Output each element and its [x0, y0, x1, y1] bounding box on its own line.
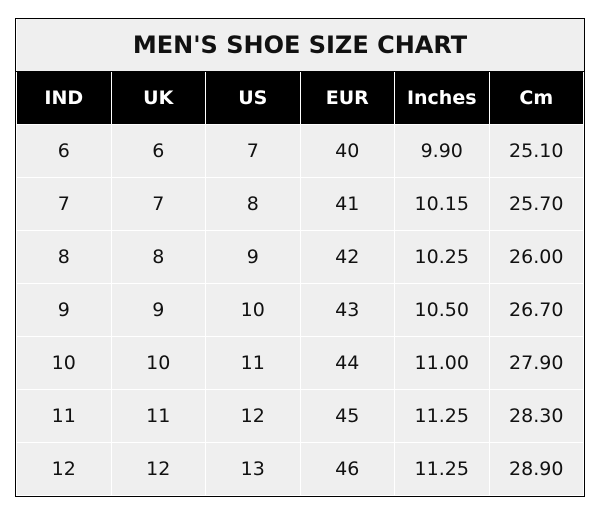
table-cell: 10.50: [394, 283, 490, 337]
table-row: 8 8 9 42 10.25 26.00: [16, 230, 584, 284]
table-cell: 11.00: [394, 336, 490, 390]
table-cell: 11.25: [394, 442, 490, 496]
table-cell: 12: [110, 442, 206, 496]
table-cell: 10.25: [394, 230, 490, 284]
table-cell: 11: [16, 389, 112, 443]
table-row: 12 12 13 46 11.25 28.90: [16, 442, 584, 496]
table-cell: 10: [16, 336, 112, 390]
table-row: 9 9 10 43 10.50 26.70: [16, 283, 584, 337]
table-cell: 44: [299, 336, 395, 390]
column-header-ind: IND: [16, 71, 112, 125]
table-title: MEN'S SHOE SIZE CHART: [16, 19, 584, 72]
table-cell: 7: [110, 177, 206, 231]
table-row: 7 7 8 41 10.15 25.70: [16, 177, 584, 231]
table-cell: 25.70: [488, 177, 584, 231]
table-row: 11 11 12 45 11.25 28.30: [16, 389, 584, 443]
table-cell: 42: [299, 230, 395, 284]
table-cell: 13: [205, 442, 301, 496]
table-cell: 9: [205, 230, 301, 284]
table-cell: 28.30: [488, 389, 584, 443]
table-cell: 9: [16, 283, 112, 337]
column-header-cm: Cm: [488, 71, 584, 125]
table-cell: 45: [299, 389, 395, 443]
table-cell: 11: [110, 389, 206, 443]
table-row: 10 10 11 44 11.00 27.90: [16, 336, 584, 390]
table-cell: 12: [16, 442, 112, 496]
table-cell: 10.15: [394, 177, 490, 231]
table-cell: 8: [110, 230, 206, 284]
table-cell: 11.25: [394, 389, 490, 443]
table-cell: 6: [110, 124, 206, 178]
table-cell: 25.10: [488, 124, 584, 178]
size-chart-table: MEN'S SHOE SIZE CHART IND UK US EUR Inches Cm…: [15, 18, 585, 497]
table-cell: 28.90: [488, 442, 584, 496]
table-cell: 26.70: [488, 283, 584, 337]
table-cell: 10: [205, 283, 301, 337]
table-cell: 40: [299, 124, 395, 178]
column-header-us: US: [205, 71, 301, 125]
table-cell: 27.90: [488, 336, 584, 390]
header-row: IND UK US EUR Inches Cm: [16, 71, 584, 125]
table-cell: 8: [16, 230, 112, 284]
table-cell: 11: [205, 336, 301, 390]
column-header-inches: Inches: [394, 71, 490, 125]
table-cell: 12: [205, 389, 301, 443]
table-cell: 6: [16, 124, 112, 178]
table-cell: 9.90: [394, 124, 490, 178]
table-cell: 9: [110, 283, 206, 337]
column-header-uk: UK: [110, 71, 206, 125]
table-cell: 43: [299, 283, 395, 337]
table-cell: 8: [205, 177, 301, 231]
column-header-eur: EUR: [299, 71, 395, 125]
table-cell: 41: [299, 177, 395, 231]
table-cell: 26.00: [488, 230, 584, 284]
table-row: 6 6 7 40 9.90 25.10: [16, 124, 584, 178]
table-cell: 7: [205, 124, 301, 178]
table-cell: 46: [299, 442, 395, 496]
table-cell: 10: [110, 336, 206, 390]
table-cell: 7: [16, 177, 112, 231]
